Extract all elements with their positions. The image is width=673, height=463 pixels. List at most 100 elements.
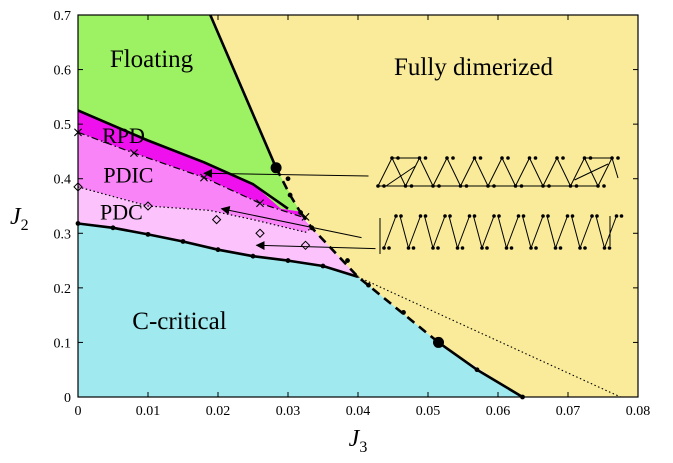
- data-point-dot-14: [401, 310, 406, 315]
- y-tick-label-5: 0.5: [54, 118, 72, 133]
- arrow-0: [203, 168, 369, 178]
- zigzag-site-top-pair-9: [619, 214, 624, 218]
- ladder-site-pair-15: [547, 184, 551, 188]
- x-tick-label-0: 0: [75, 404, 82, 419]
- ladder-site-9: [376, 184, 380, 188]
- zigzag-site-bottom-8: [578, 246, 582, 250]
- data-point-cross-4: [301, 212, 310, 221]
- y-tick-label-6: 0.6: [54, 64, 72, 79]
- data-point-dot-7: [320, 263, 326, 269]
- zigzag-site-bottom-0: [382, 246, 386, 250]
- data-point-cross-1: [130, 149, 138, 158]
- x-tick-label-3: 0.03: [276, 404, 301, 419]
- ladder-site-pair-2: [451, 156, 455, 160]
- zigzag-site-bottom-2: [431, 246, 435, 250]
- zigzag-site-bottom-9: [602, 246, 607, 250]
- zigzag-site-top-pair-8: [595, 214, 599, 218]
- zigzag-site-top-pair-1: [423, 214, 428, 218]
- y-tick-label-1: 0.1: [54, 336, 72, 351]
- zigzag-site-top-pair-3: [472, 214, 477, 218]
- region-labels: Floating Fully dimerized RPD PDIC PDC C-criti…: [100, 46, 553, 335]
- data-point-dot-13: [366, 282, 371, 288]
- ladder-site-pair-3: [478, 156, 483, 160]
- zigzag-chain-illustration: [379, 214, 624, 254]
- ladder-site-15: [541, 184, 545, 188]
- data-point-dot-4: [215, 247, 221, 253]
- zigzag-site-top-9: [614, 214, 619, 218]
- x-tick-label-1: 0.01: [136, 404, 161, 419]
- zigzag-site-top-pair-4: [497, 214, 501, 218]
- label-rpd: RPD: [102, 123, 145, 148]
- ladder-site-6: [555, 156, 559, 160]
- zigzag-site-top-7: [565, 214, 570, 218]
- data-point-cross-3: [256, 199, 264, 208]
- arrow-2: [255, 241, 376, 251]
- label-fully-dimerized: Fully dimerized: [394, 54, 553, 81]
- x-tick-label-8: 0.08: [626, 404, 651, 419]
- zigzag-site-bottom-pair-6: [534, 246, 538, 250]
- zigzag-site-bottom-pair-1: [411, 246, 416, 250]
- zigzag-site-top-2: [443, 214, 447, 218]
- region-fully-dimerized: [210, 15, 638, 397]
- ladder-site-14: [513, 184, 518, 188]
- ladder-chain-illustration: [376, 156, 620, 188]
- boundary-solid-2: [78, 109, 289, 210]
- zigzag-site-top-pair-2: [448, 214, 452, 218]
- data-point-dot-6: [285, 258, 291, 263]
- ladder-site-5: [527, 156, 532, 160]
- zigzag-site-top-0: [394, 214, 398, 218]
- zigzag-site-top-pair-7: [570, 214, 575, 218]
- zigzag-site-top-5: [516, 214, 521, 218]
- zigzag-site-bottom-5: [504, 246, 509, 250]
- zigzag-site-top-8: [590, 214, 594, 218]
- ladder-site-pair-17: [602, 184, 606, 188]
- ladder-site-17: [596, 184, 600, 188]
- x-tick-label-6: 0.06: [486, 404, 511, 419]
- ladder-site-pair-13: [492, 184, 496, 188]
- label-floating: Floating: [110, 46, 194, 73]
- data-point-dot-5: [250, 253, 256, 259]
- x-axis: 0 0.01 0.02 0.03 0.04 0.05 0.06 0.07 0.08: [75, 15, 651, 419]
- data-point-dot-2: [145, 231, 151, 237]
- x-tick-label-4: 0.04: [346, 404, 371, 419]
- x-tick-label-2: 0.02: [206, 404, 231, 419]
- critical-point-1: [433, 336, 444, 348]
- data-point-dot-1: [110, 225, 116, 231]
- y-tick-label-0: 0: [64, 391, 71, 406]
- zigzag-site-top-1: [418, 214, 423, 218]
- zigzag-site-top-6: [541, 214, 545, 218]
- ladder-site-pair-4: [506, 156, 510, 160]
- ladder-site-11: [431, 184, 435, 188]
- ladder-site-pair-11: [437, 184, 441, 188]
- chain-illustrations: [376, 156, 624, 254]
- region-rpd: [78, 110, 302, 217]
- ladder-site-2: [445, 156, 449, 160]
- arrow-1: [220, 205, 362, 239]
- ladder-site-pair-0: [396, 156, 400, 160]
- y-tick-label-4: 0.4: [54, 173, 72, 188]
- zigzag-site-bottom-3: [455, 246, 460, 250]
- boundary-dotted-4: [78, 186, 313, 233]
- region-pdic: [78, 132, 312, 233]
- data-point-diamond-3: [255, 228, 265, 238]
- zigzag-site-bottom-pair-4: [485, 246, 489, 250]
- zigzag-site-top-pair-5: [521, 214, 526, 218]
- data-point-diamond-2: [211, 214, 222, 225]
- region-c-critical: [78, 223, 523, 397]
- ladder-site-10: [403, 184, 408, 188]
- label-c-critical: C-critical: [132, 308, 226, 335]
- y-tick-label-3: 0.3: [54, 227, 72, 242]
- ladder-site-8: [610, 156, 614, 160]
- data-point-dot-3: [180, 239, 186, 244]
- critical-point-0: [270, 162, 282, 174]
- boundary-dashed-6: [299, 211, 440, 344]
- zigzag-site-bottom-7: [553, 246, 558, 250]
- y-axis-title: J2: [10, 204, 29, 234]
- data-markers: [73, 128, 525, 400]
- ladder-site-pair-7: [588, 156, 593, 160]
- ladder-site-pair-1: [423, 156, 428, 160]
- zigzag-site-bottom-pair-9: [607, 246, 612, 250]
- region-floating: [78, 15, 300, 212]
